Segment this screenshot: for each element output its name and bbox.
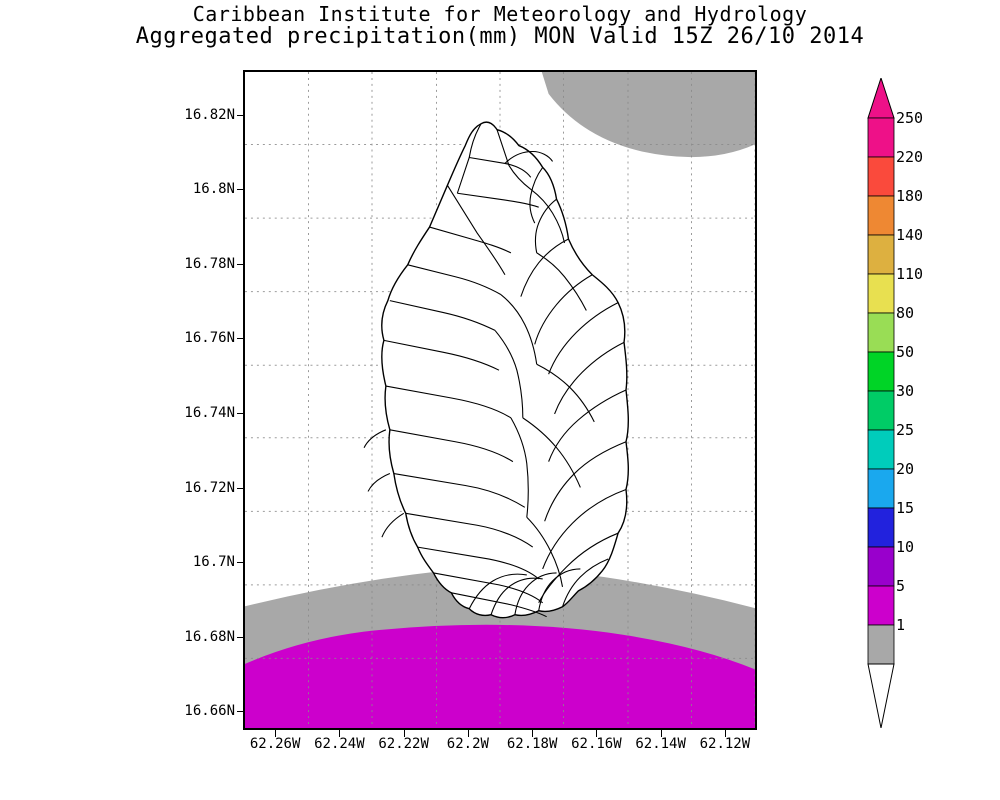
colorbar-below-min-arrow [867, 663, 895, 728]
y-axis-tick-label: 16.74N [184, 405, 235, 422]
institute-title: Caribbean Institute for Meteorology and … [192, 2, 808, 26]
colorbar-tick-label: 5 [896, 577, 906, 595]
x-axis-tick-label: 62.24W [314, 736, 365, 752]
x-axis-tick-marks [243, 730, 757, 738]
x-axis-tick-label: 62.2W [446, 736, 489, 752]
x-axis-tick-label: 62.18W [506, 736, 558, 752]
x-axis-tick-label: 62.26W [249, 736, 301, 752]
y-axis-tick-mark [237, 263, 244, 265]
precip-band-gray-north [541, 72, 755, 158]
colorbar-tick-label: 110 [896, 265, 924, 283]
colorbar-above-max-arrow [867, 78, 895, 119]
y-axis-tick-label: 16.72N [184, 479, 235, 496]
x-axis-tick-mark [467, 730, 469, 737]
colorbar-tick-label: 140 [896, 226, 924, 244]
colorbar-band [867, 195, 895, 236]
y-axis-tick-label: 16.78N [184, 255, 235, 272]
colorbar-band [867, 351, 895, 392]
x-axis-labels: 62.26W 62.24W 62.22W 62.2W 62.18W 62.16W 62.14… [243, 736, 757, 762]
x-axis-tick-mark [339, 730, 341, 737]
colorbar-band [867, 117, 895, 158]
island-outline-montserrat [381, 121, 629, 619]
colorbar-band [867, 507, 895, 548]
island-layer [363, 121, 629, 619]
y-axis-tick-mark [237, 114, 244, 116]
precipitation-map [245, 72, 755, 728]
x-axis-tick-mark [596, 730, 598, 737]
chart-title-block: Caribbean Institute for Meteorology and … [0, 2, 1000, 49]
colorbar-tick-label: 10 [896, 538, 915, 556]
x-axis-tick-mark [403, 730, 405, 737]
colorbar-band [867, 585, 895, 626]
product-title: Aggregated precipitation(mm) MON Valid 1… [135, 24, 865, 49]
y-axis-labels: 16.66N 16.68N 16.7N 16.72N 16.74N 16.76N 16.78… [130, 70, 235, 730]
colorbar-band [867, 234, 895, 275]
y-axis-tick-label: 16.76N [184, 330, 235, 347]
colorbar-band [867, 429, 895, 470]
y-axis-tick-label: 16.68N [184, 628, 235, 645]
colorbar-band [867, 624, 895, 665]
colorbar-tick-label: 25 [896, 421, 915, 439]
colorbar-band [867, 546, 895, 587]
y-axis-tick-label: 16.82N [184, 106, 235, 123]
colorbar-band [867, 273, 895, 314]
colorbar-band [867, 468, 895, 509]
x-axis-tick-label: 62.16W [571, 736, 622, 752]
colorbar-tick-label: 80 [896, 304, 915, 322]
colorbar-tick-label: 30 [896, 382, 915, 400]
x-axis-tick-label: 62.22W [378, 736, 429, 752]
y-axis-tick-mark [237, 413, 244, 415]
colorbar-swatches [867, 78, 895, 728]
watershed-boundaries [363, 123, 627, 618]
x-axis-tick-mark [724, 730, 726, 737]
map-plot-area [243, 70, 757, 730]
y-axis-tick-mark [237, 636, 244, 638]
colorbar-band [867, 390, 895, 431]
colorbar-band [867, 312, 895, 353]
x-axis-tick-label: 62.14W [635, 736, 686, 752]
colorbar-band [867, 156, 895, 197]
colorbar-tick-label: 1 [896, 616, 906, 634]
y-axis-tick-mark [237, 189, 244, 191]
x-axis-tick-mark [532, 730, 534, 737]
colorbar-tick-label: 50 [896, 343, 915, 361]
y-axis-tick-label: 16.8N [192, 181, 235, 198]
x-axis-tick-label: 62.12W [699, 736, 751, 752]
colorbar-tick-label: 220 [896, 148, 924, 166]
colorbar-tick-label: 180 [896, 187, 924, 205]
colorbar-tick-label: 20 [896, 460, 915, 478]
y-axis-tick-mark [237, 487, 244, 489]
y-axis-tick-label: 16.66N [184, 703, 235, 720]
colorbar-tick-label: 15 [896, 499, 915, 517]
y-axis-tick-mark [237, 338, 244, 340]
colorbar: 250 220 180 140 110 80 50 30 25 20 15 10 5 1 [866, 78, 986, 728]
y-axis-tick-mark [237, 711, 244, 713]
y-axis-tick-marks [236, 70, 244, 730]
x-axis-tick-mark [275, 730, 277, 737]
x-axis-tick-mark [660, 730, 662, 737]
colorbar-tick-label: 250 [896, 109, 924, 127]
y-axis-tick-label: 16.7N [192, 554, 235, 571]
y-axis-tick-mark [237, 562, 244, 564]
